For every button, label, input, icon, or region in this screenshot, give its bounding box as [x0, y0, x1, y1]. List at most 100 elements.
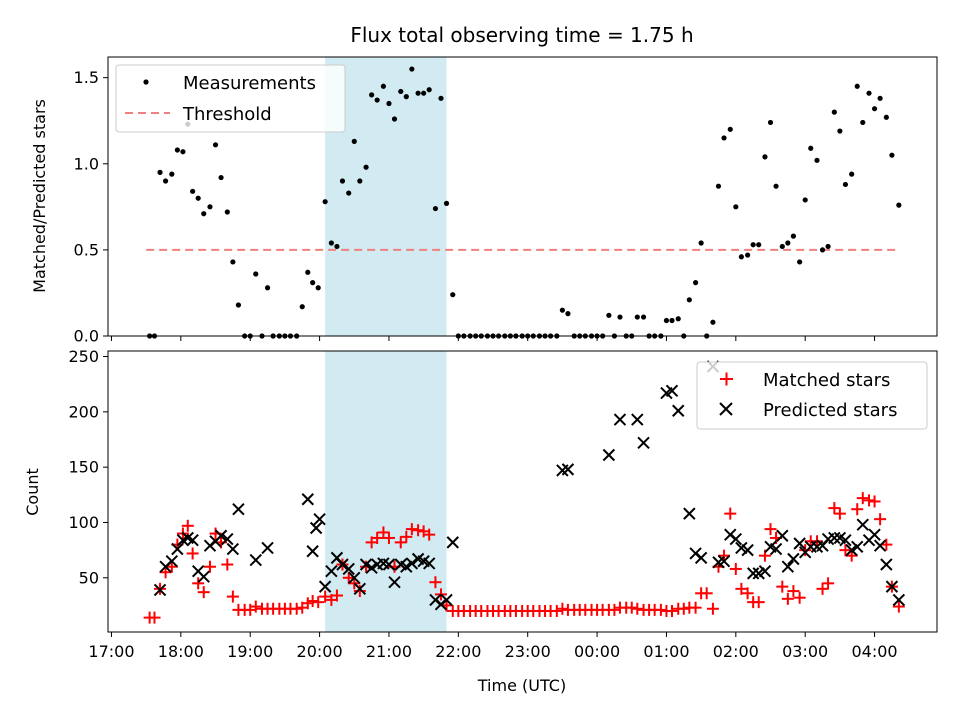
- matched-point: [148, 611, 161, 624]
- matched-point: [822, 577, 835, 590]
- measurement-point: [310, 280, 316, 286]
- measurement-point: [831, 109, 837, 115]
- predicted-point: [365, 561, 378, 575]
- matched-point: [892, 600, 905, 613]
- measurement-point: [351, 138, 357, 144]
- matched-point: [197, 586, 210, 599]
- top-legend-box: [115, 64, 346, 133]
- matched-point: [608, 603, 621, 616]
- matched-point: [776, 580, 789, 593]
- measurement-point: [201, 211, 207, 217]
- measurement-point: [802, 197, 808, 203]
- predicted-point: [359, 558, 373, 571]
- top-y-tick-label: 0.0: [74, 327, 99, 346]
- measurement-point: [363, 164, 369, 170]
- legend-measurements-marker: [143, 79, 149, 85]
- measurement-point: [675, 316, 681, 322]
- matched-point: [706, 602, 719, 615]
- matched-point: [874, 513, 887, 526]
- predicted-point: [405, 557, 419, 570]
- matched-point: [718, 549, 731, 562]
- measurement-point: [157, 169, 163, 175]
- predicted-point: [613, 413, 627, 426]
- predicted-point: [186, 533, 199, 547]
- measurement-point: [565, 311, 571, 317]
- x-tick-label: 18:00: [158, 642, 204, 661]
- predicted-point: [880, 558, 893, 571]
- measurement-point: [559, 307, 565, 313]
- matched-point: [654, 603, 667, 616]
- measurement-point: [819, 247, 826, 253]
- predicted-point: [845, 543, 858, 557]
- measurement-point: [617, 314, 623, 320]
- measurement-point: [686, 297, 692, 303]
- matched-point: [781, 592, 794, 605]
- measurement-point: [692, 280, 699, 286]
- measurement-point: [426, 87, 432, 93]
- matched-point: [192, 577, 205, 590]
- matched-point: [330, 589, 343, 602]
- predicted-point: [309, 521, 323, 535]
- top-y-tick-label: 0.5: [74, 240, 99, 259]
- matched-point: [221, 558, 234, 571]
- predicted-point: [318, 580, 332, 593]
- measurement-point: [450, 292, 456, 298]
- top-y-ticks: 0.0 0.5 1.0 1.5: [74, 68, 108, 346]
- measurement-point: [346, 190, 352, 196]
- measurement-point: [224, 209, 230, 215]
- measurement-point: [715, 183, 722, 189]
- matched-point: [863, 494, 876, 507]
- predicted-point: [631, 413, 644, 426]
- matched-point: [394, 536, 407, 549]
- x-tick-label: 23:00: [505, 642, 551, 661]
- predicted-point: [602, 448, 616, 462]
- matched-point: [556, 602, 569, 615]
- x-tick-label: 03:00: [782, 642, 828, 661]
- predicted-point: [388, 576, 401, 589]
- measurement-point: [721, 135, 727, 141]
- bottom-y-ticks: 50 100 150 200 250: [68, 347, 108, 587]
- predicted-point: [422, 557, 436, 570]
- matched-point: [371, 531, 384, 544]
- matched-point: [429, 576, 442, 589]
- predicted-point: [232, 502, 245, 516]
- predicted-point: [851, 540, 864, 554]
- measurement-point: [785, 240, 791, 246]
- observing-span-shade-bottom: [325, 351, 447, 632]
- predicted-point: [683, 507, 696, 520]
- measurement-point: [762, 154, 768, 160]
- measurement-point: [837, 128, 843, 134]
- matched-point: [203, 560, 216, 573]
- measurement-point: [180, 149, 186, 155]
- measurement-point: [767, 119, 774, 126]
- x-tick-label: 20:00: [297, 642, 343, 661]
- predicted-point: [637, 436, 650, 450]
- bottom-axes-frame: [107, 350, 938, 633]
- matched-point: [816, 582, 829, 595]
- predicted-point: [261, 541, 274, 555]
- predicted-point: [892, 593, 906, 607]
- measurement-point: [253, 271, 259, 277]
- measurement-point: [386, 100, 392, 107]
- measurement-point: [432, 205, 439, 212]
- predicted-point: [301, 493, 314, 506]
- matched-point: [833, 507, 846, 520]
- matched-point: [700, 587, 713, 600]
- measurement-point: [374, 97, 380, 103]
- matched-stars-series: [143, 492, 905, 624]
- matched-point: [787, 585, 800, 598]
- chart-title: Flux total observing time = 1.75 h: [350, 23, 693, 47]
- predicted-point: [729, 532, 743, 546]
- predicted-point: [672, 404, 685, 417]
- predicted-point: [342, 562, 355, 576]
- measurement-point: [698, 240, 704, 246]
- predicted-point: [781, 560, 795, 573]
- matched-point: [165, 560, 178, 573]
- top-y-tick-label: 1.0: [74, 154, 99, 173]
- matched-point: [348, 577, 361, 590]
- measurement-point: [877, 95, 883, 101]
- measurement-point: [733, 204, 739, 210]
- matched-point: [342, 571, 355, 584]
- top-y-axis-label: Matched/Predicted stars: [30, 99, 49, 293]
- measurement-point: [896, 202, 902, 208]
